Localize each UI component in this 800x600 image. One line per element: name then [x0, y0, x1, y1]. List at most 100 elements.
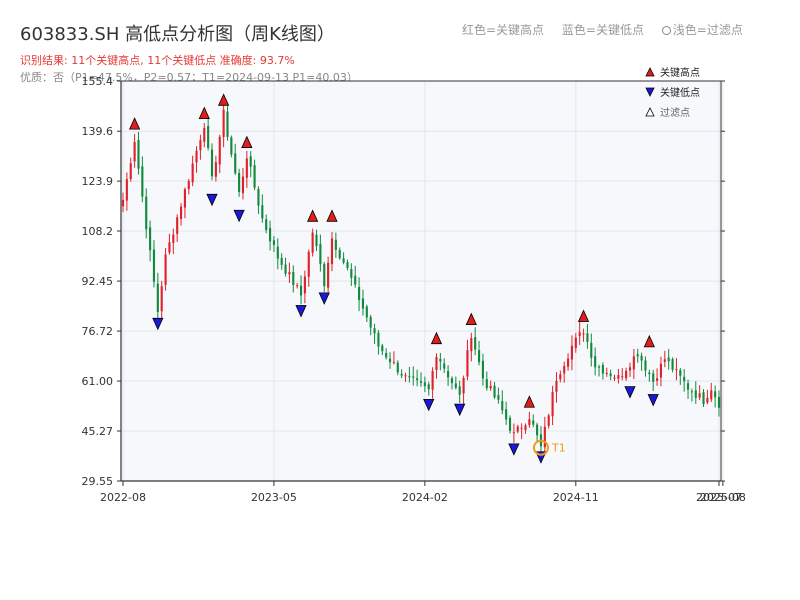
x-tick-label: 2022-08	[100, 491, 146, 504]
candle-body	[203, 127, 206, 142]
candle	[214, 155, 217, 182]
candle-body	[717, 396, 721, 408]
candle	[299, 275, 303, 305]
candle	[334, 232, 337, 258]
candle-body	[555, 381, 558, 392]
candle	[644, 356, 647, 377]
candle-body	[249, 156, 252, 167]
candle-body	[644, 360, 647, 371]
candle-body	[238, 172, 241, 192]
candle-body	[137, 139, 140, 169]
candle-body	[683, 376, 686, 382]
candle-body	[288, 272, 291, 275]
candle-body	[404, 375, 407, 377]
candle	[543, 416, 546, 456]
candle	[125, 172, 128, 211]
candle	[156, 272, 159, 319]
candle-body	[443, 363, 446, 369]
candle-body	[652, 373, 655, 382]
candle	[137, 131, 140, 175]
candle-body	[346, 262, 349, 269]
candle-body	[323, 263, 326, 286]
candle	[176, 214, 179, 242]
legend-red-note: 红色=关键高点	[462, 23, 545, 37]
candle-body	[276, 246, 279, 259]
candle-body	[594, 356, 597, 368]
candle-body	[307, 251, 310, 277]
legend-hollow-note: 浅色=过滤点	[661, 23, 757, 37]
candle	[381, 343, 384, 356]
candle	[508, 415, 512, 434]
y-tick-label: 29.55	[82, 475, 114, 488]
candle	[121, 192, 125, 213]
candle	[350, 263, 353, 286]
candle	[686, 379, 690, 399]
candle-body	[152, 249, 156, 282]
key-low-marker	[233, 209, 245, 223]
candle-body	[582, 333, 585, 335]
candle-body	[199, 140, 202, 151]
candle	[342, 252, 345, 265]
candle	[683, 368, 686, 392]
candle	[590, 333, 593, 367]
key-high-marker	[465, 312, 477, 325]
candle	[265, 214, 268, 234]
candle	[149, 220, 152, 262]
candle-body	[656, 378, 659, 381]
candle	[423, 376, 426, 393]
candle	[578, 321, 581, 345]
candle-body	[567, 358, 570, 367]
candle	[613, 374, 616, 381]
candle	[129, 157, 132, 182]
candle-body	[675, 368, 678, 370]
candle	[269, 220, 272, 251]
key-point-markers: T1	[128, 93, 659, 464]
key-high-marker	[218, 93, 230, 106]
candle-body	[354, 275, 357, 285]
candle	[369, 314, 372, 336]
candle-body	[427, 384, 430, 390]
candle-body	[528, 419, 531, 425]
candle-body	[261, 205, 264, 219]
candle	[218, 134, 221, 174]
t1-label: T1	[551, 442, 566, 455]
candle	[435, 353, 438, 379]
candle-body	[419, 381, 423, 383]
candle-body	[551, 392, 554, 417]
candle-body	[257, 189, 260, 206]
candle	[512, 423, 515, 443]
candle	[195, 146, 198, 173]
candle	[284, 257, 287, 277]
candle-body	[447, 371, 450, 378]
candle	[385, 348, 388, 360]
key-high-marker	[128, 117, 141, 130]
candle	[388, 352, 392, 369]
candle	[640, 352, 643, 371]
key-high-marker	[326, 209, 338, 222]
candle	[532, 414, 535, 428]
candle-body	[230, 137, 233, 155]
candle-body	[628, 367, 632, 371]
candle-body	[493, 385, 496, 398]
candle-body	[338, 249, 341, 259]
candle	[648, 369, 651, 382]
candle-body	[265, 219, 268, 231]
candle-body	[586, 333, 589, 342]
candle	[601, 362, 604, 380]
candle	[477, 340, 481, 366]
candle-body	[164, 254, 167, 285]
key-high-marker	[307, 209, 319, 222]
candle	[702, 389, 705, 407]
legend-label-1: 关键高点	[660, 66, 700, 79]
candle-body	[578, 332, 581, 337]
candle	[427, 381, 430, 396]
candle	[717, 390, 721, 417]
x-tick-label: 2023-05	[251, 491, 297, 504]
candle-body	[385, 352, 388, 358]
key-low-marker	[206, 193, 218, 207]
candle-body	[702, 392, 705, 405]
legend-marker-2	[645, 87, 655, 97]
candle-body	[284, 264, 287, 274]
candle	[315, 229, 318, 252]
candle-body	[141, 166, 144, 197]
